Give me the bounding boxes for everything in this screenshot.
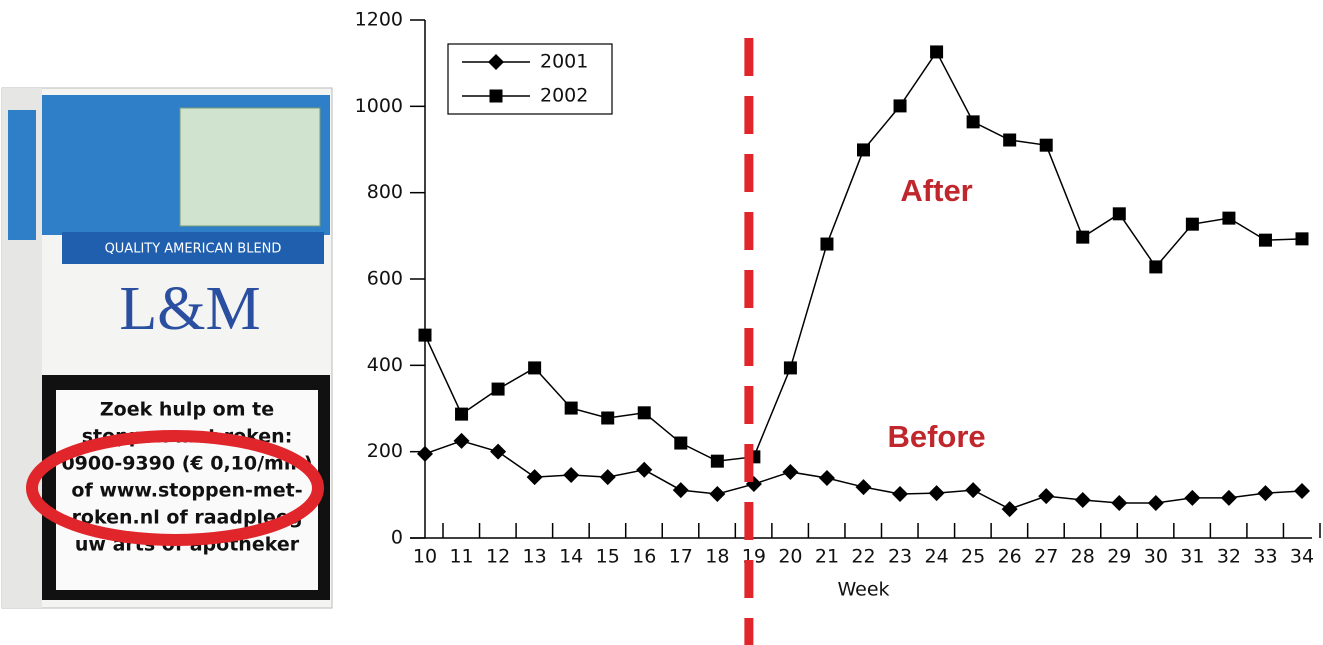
x-tick-label: 16 (632, 546, 656, 568)
marker (965, 482, 981, 498)
x-tick-label: 14 (559, 546, 583, 568)
y-tick-label: 1000 (355, 95, 403, 117)
x-tick-label: 20 (778, 546, 802, 568)
x-tick-label: 11 (449, 546, 473, 568)
marker (455, 408, 468, 421)
x-tick-label: 25 (961, 546, 985, 568)
marker (856, 479, 872, 495)
marker (454, 433, 470, 449)
x-tick-label: 27 (1034, 546, 1058, 568)
marker (1186, 218, 1199, 231)
marker (929, 485, 945, 501)
y-tick-label: 200 (367, 440, 403, 462)
x-tick-label: 29 (1107, 546, 1131, 568)
marker (1002, 501, 1018, 517)
marker (1076, 231, 1089, 244)
x-tick-label: 17 (669, 546, 693, 568)
x-tick-label: 32 (1217, 546, 1241, 568)
x-tick-label: 21 (815, 546, 839, 568)
marker (1113, 207, 1126, 220)
marker (782, 464, 798, 480)
marker (1257, 485, 1273, 501)
series-line (425, 441, 1302, 509)
marker (711, 455, 724, 468)
marker (1259, 234, 1272, 247)
x-tick-label: 24 (924, 546, 948, 568)
marker (638, 406, 651, 419)
marker (1075, 492, 1091, 508)
x-tick-label: 26 (998, 546, 1022, 568)
marker (674, 437, 687, 450)
x-tick-label: 30 (1144, 546, 1168, 568)
x-tick-label: 12 (486, 546, 510, 568)
pack-brand: L&M (119, 275, 260, 343)
y-tick-label: 400 (367, 354, 403, 376)
marker (857, 143, 870, 156)
marker (600, 469, 616, 485)
x-tick-label: 18 (705, 546, 729, 568)
annotation: After (900, 173, 972, 208)
marker (1222, 212, 1235, 225)
legend: 2001 2002 (448, 44, 612, 114)
warning-line: Zoek hulp om te (100, 399, 274, 421)
marker (490, 444, 506, 460)
marker (1038, 488, 1054, 504)
pack-side-blue (8, 110, 36, 240)
marker (709, 486, 725, 502)
marker (528, 361, 541, 374)
x-tick-label: 31 (1180, 546, 1204, 568)
marker (894, 99, 907, 112)
marker (527, 469, 543, 485)
marker (1294, 483, 1310, 499)
marker (1003, 134, 1016, 147)
marker (1149, 260, 1162, 273)
y-tick-label: 600 (367, 268, 403, 290)
marker (784, 361, 797, 374)
marker (565, 402, 578, 415)
legend-label: 2001 (540, 51, 588, 73)
marker (930, 45, 943, 58)
marker (1296, 232, 1309, 245)
marker (601, 411, 614, 424)
legend-label: 2002 (540, 85, 588, 107)
tax-stamp (180, 108, 320, 226)
x-tick-label: 15 (596, 546, 620, 568)
figure: QUALITY AMERICAN BLEND L&M Zoek hulp om … (0, 0, 1323, 645)
marker (492, 383, 505, 396)
marker (490, 90, 503, 103)
marker (1040, 139, 1053, 152)
x-tick-label: 34 (1290, 546, 1314, 568)
marker (636, 462, 652, 478)
marker (819, 470, 835, 486)
marker (419, 329, 432, 342)
annotation: Before (887, 419, 985, 454)
marker (563, 467, 579, 483)
marker (820, 238, 833, 251)
x-tick-label: 22 (851, 546, 875, 568)
marker (1221, 490, 1237, 506)
marker (967, 115, 980, 128)
warning-line: of www.stoppen-met- (71, 480, 302, 502)
x-tick-label: 23 (888, 546, 912, 568)
y-tick-label: 0 (391, 527, 403, 549)
cigarette-pack: QUALITY AMERICAN BLEND L&M Zoek hulp om … (2, 88, 332, 608)
marker (892, 486, 908, 502)
marker (1111, 495, 1127, 511)
marker (673, 482, 689, 498)
x-axis-label: Week (837, 579, 889, 601)
x-tick-label: 13 (523, 546, 547, 568)
marker (417, 446, 433, 462)
pack-band-text: QUALITY AMERICAN BLEND (105, 242, 282, 257)
marker (1148, 495, 1164, 511)
x-tick-label: 10 (413, 546, 437, 568)
y-tick-label: 1200 (355, 9, 403, 31)
x-tick-label: 28 (1071, 546, 1095, 568)
x-tick-label: 33 (1253, 546, 1277, 568)
y-tick-label: 800 (367, 181, 403, 203)
marker (1184, 490, 1200, 506)
